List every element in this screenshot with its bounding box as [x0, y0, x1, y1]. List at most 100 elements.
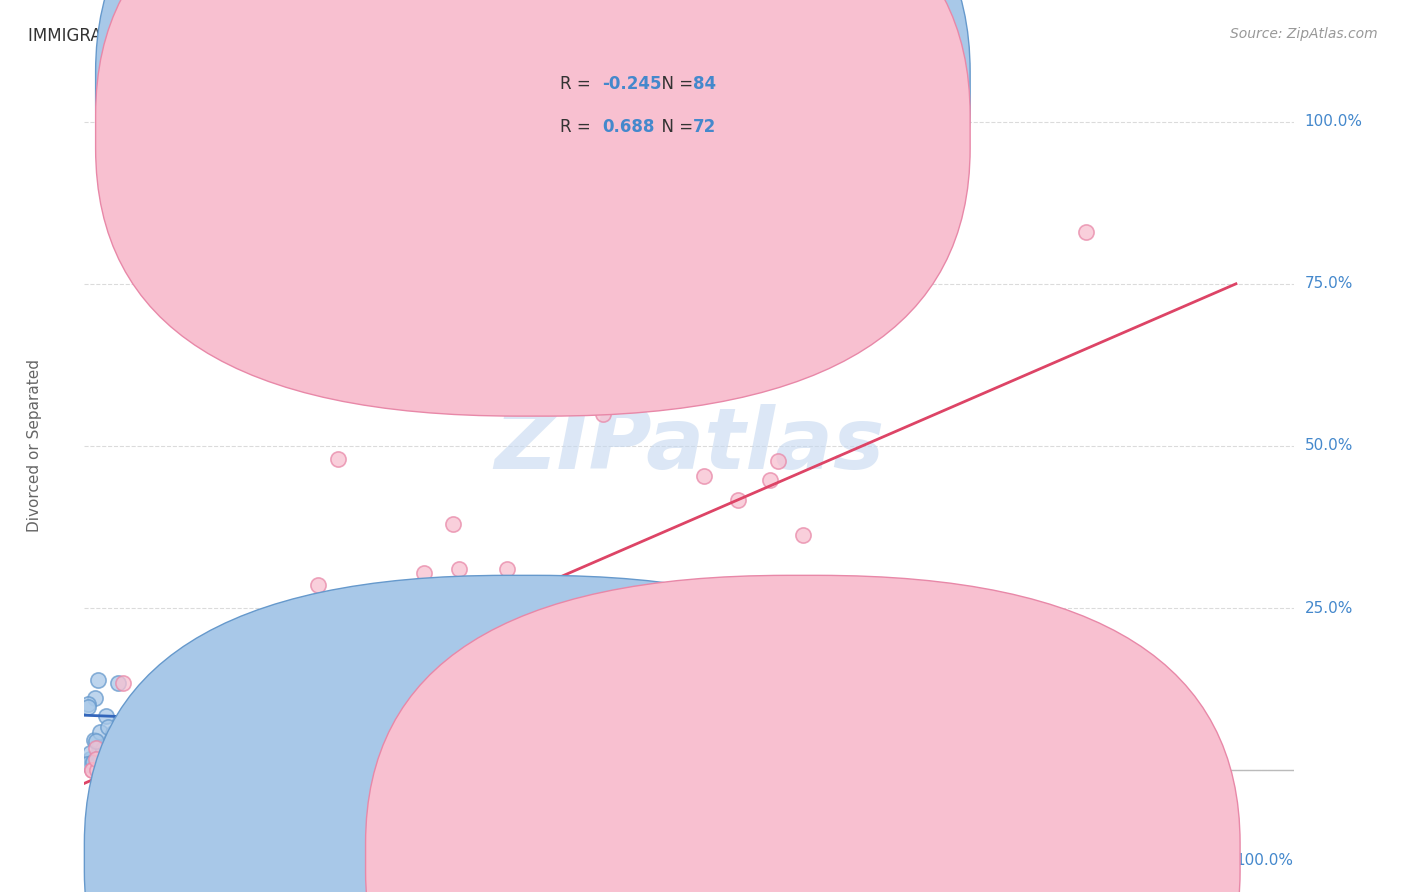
Point — [416, 595, 439, 609]
Point — [149, 726, 172, 740]
Point — [157, 710, 180, 724]
Point — [730, 621, 752, 635]
Point — [187, 743, 209, 757]
Text: 25.0%: 25.0% — [1305, 600, 1353, 615]
Point — [89, 750, 111, 764]
Point — [124, 758, 146, 772]
Point — [165, 720, 187, 734]
Text: 50.0%: 50.0% — [1305, 439, 1353, 453]
Point — [96, 709, 118, 723]
Point — [83, 760, 105, 774]
Point — [77, 697, 100, 711]
Point — [101, 725, 124, 739]
Point — [96, 762, 118, 776]
Point — [256, 693, 278, 707]
Point — [307, 578, 329, 592]
Point — [79, 752, 101, 766]
Point — [87, 759, 110, 773]
Point — [89, 763, 111, 777]
Text: -0.245: -0.245 — [602, 75, 661, 93]
Point — [125, 763, 148, 777]
Text: 75.0%: 75.0% — [1305, 277, 1353, 292]
Text: N =: N = — [651, 118, 699, 136]
Point — [170, 760, 193, 774]
Point — [159, 714, 181, 729]
Point — [121, 763, 143, 777]
Point — [202, 737, 225, 751]
Point — [195, 703, 218, 717]
Text: 100.0%: 100.0% — [1305, 114, 1362, 129]
Point — [252, 763, 274, 777]
Point — [89, 755, 111, 769]
Point — [413, 566, 436, 580]
Point — [90, 749, 112, 764]
Point — [326, 452, 349, 467]
Point — [226, 706, 249, 721]
Point — [157, 664, 180, 678]
Point — [725, 340, 748, 354]
Point — [84, 741, 107, 756]
Text: R =: R = — [560, 118, 600, 136]
Point — [90, 761, 112, 775]
Point — [107, 676, 129, 690]
Point — [409, 615, 432, 630]
Point — [94, 748, 117, 763]
Point — [242, 697, 264, 711]
Point — [84, 691, 107, 706]
Point — [101, 735, 124, 749]
Point — [186, 688, 208, 702]
Text: ZIPatlas: ZIPatlas — [494, 404, 884, 488]
Point — [107, 722, 129, 736]
Text: Source: ZipAtlas.com: Source: ZipAtlas.com — [1230, 27, 1378, 41]
Point — [115, 713, 138, 727]
Point — [517, 590, 540, 604]
Point — [389, 643, 412, 657]
Point — [347, 642, 370, 657]
Point — [84, 756, 107, 770]
Point — [79, 746, 101, 760]
Point — [233, 706, 256, 721]
Point — [80, 763, 103, 777]
Point — [281, 763, 304, 777]
Point — [152, 747, 174, 761]
Point — [111, 744, 134, 758]
Point — [96, 763, 118, 777]
Text: 100.0%: 100.0% — [1236, 853, 1294, 868]
Text: IMMIGRANTS FROM IRAQ VS IMMIGRANTS FROM EUROPE DIVORCED OR SEPARATED CORRELATION: IMMIGRANTS FROM IRAQ VS IMMIGRANTS FROM … — [28, 27, 910, 45]
Point — [240, 739, 263, 753]
Point — [346, 666, 368, 681]
Point — [693, 469, 716, 483]
Point — [80, 763, 103, 777]
Text: 72: 72 — [693, 118, 717, 136]
Text: 0.688: 0.688 — [602, 118, 654, 136]
Point — [125, 707, 148, 722]
Point — [592, 407, 614, 421]
Point — [110, 763, 132, 777]
Text: Immigrants from Europe: Immigrants from Europe — [830, 851, 1017, 865]
Point — [475, 612, 498, 626]
Point — [208, 728, 231, 742]
Point — [93, 751, 115, 765]
Point — [250, 657, 273, 672]
Point — [142, 747, 165, 761]
Point — [100, 750, 122, 764]
Point — [80, 756, 103, 771]
Point — [176, 706, 198, 720]
Point — [389, 690, 412, 704]
Point — [157, 690, 180, 704]
Point — [138, 757, 160, 772]
Point — [197, 756, 219, 771]
Point — [291, 632, 314, 647]
Point — [110, 745, 132, 759]
Text: 0.0%: 0.0% — [84, 853, 124, 868]
Point — [96, 750, 118, 764]
Point — [250, 752, 273, 766]
Point — [226, 763, 249, 777]
Point — [96, 761, 118, 775]
Point — [181, 753, 204, 767]
Point — [149, 729, 172, 743]
Point — [86, 763, 108, 777]
Point — [415, 595, 437, 609]
Point — [110, 732, 132, 747]
Point — [84, 752, 107, 766]
